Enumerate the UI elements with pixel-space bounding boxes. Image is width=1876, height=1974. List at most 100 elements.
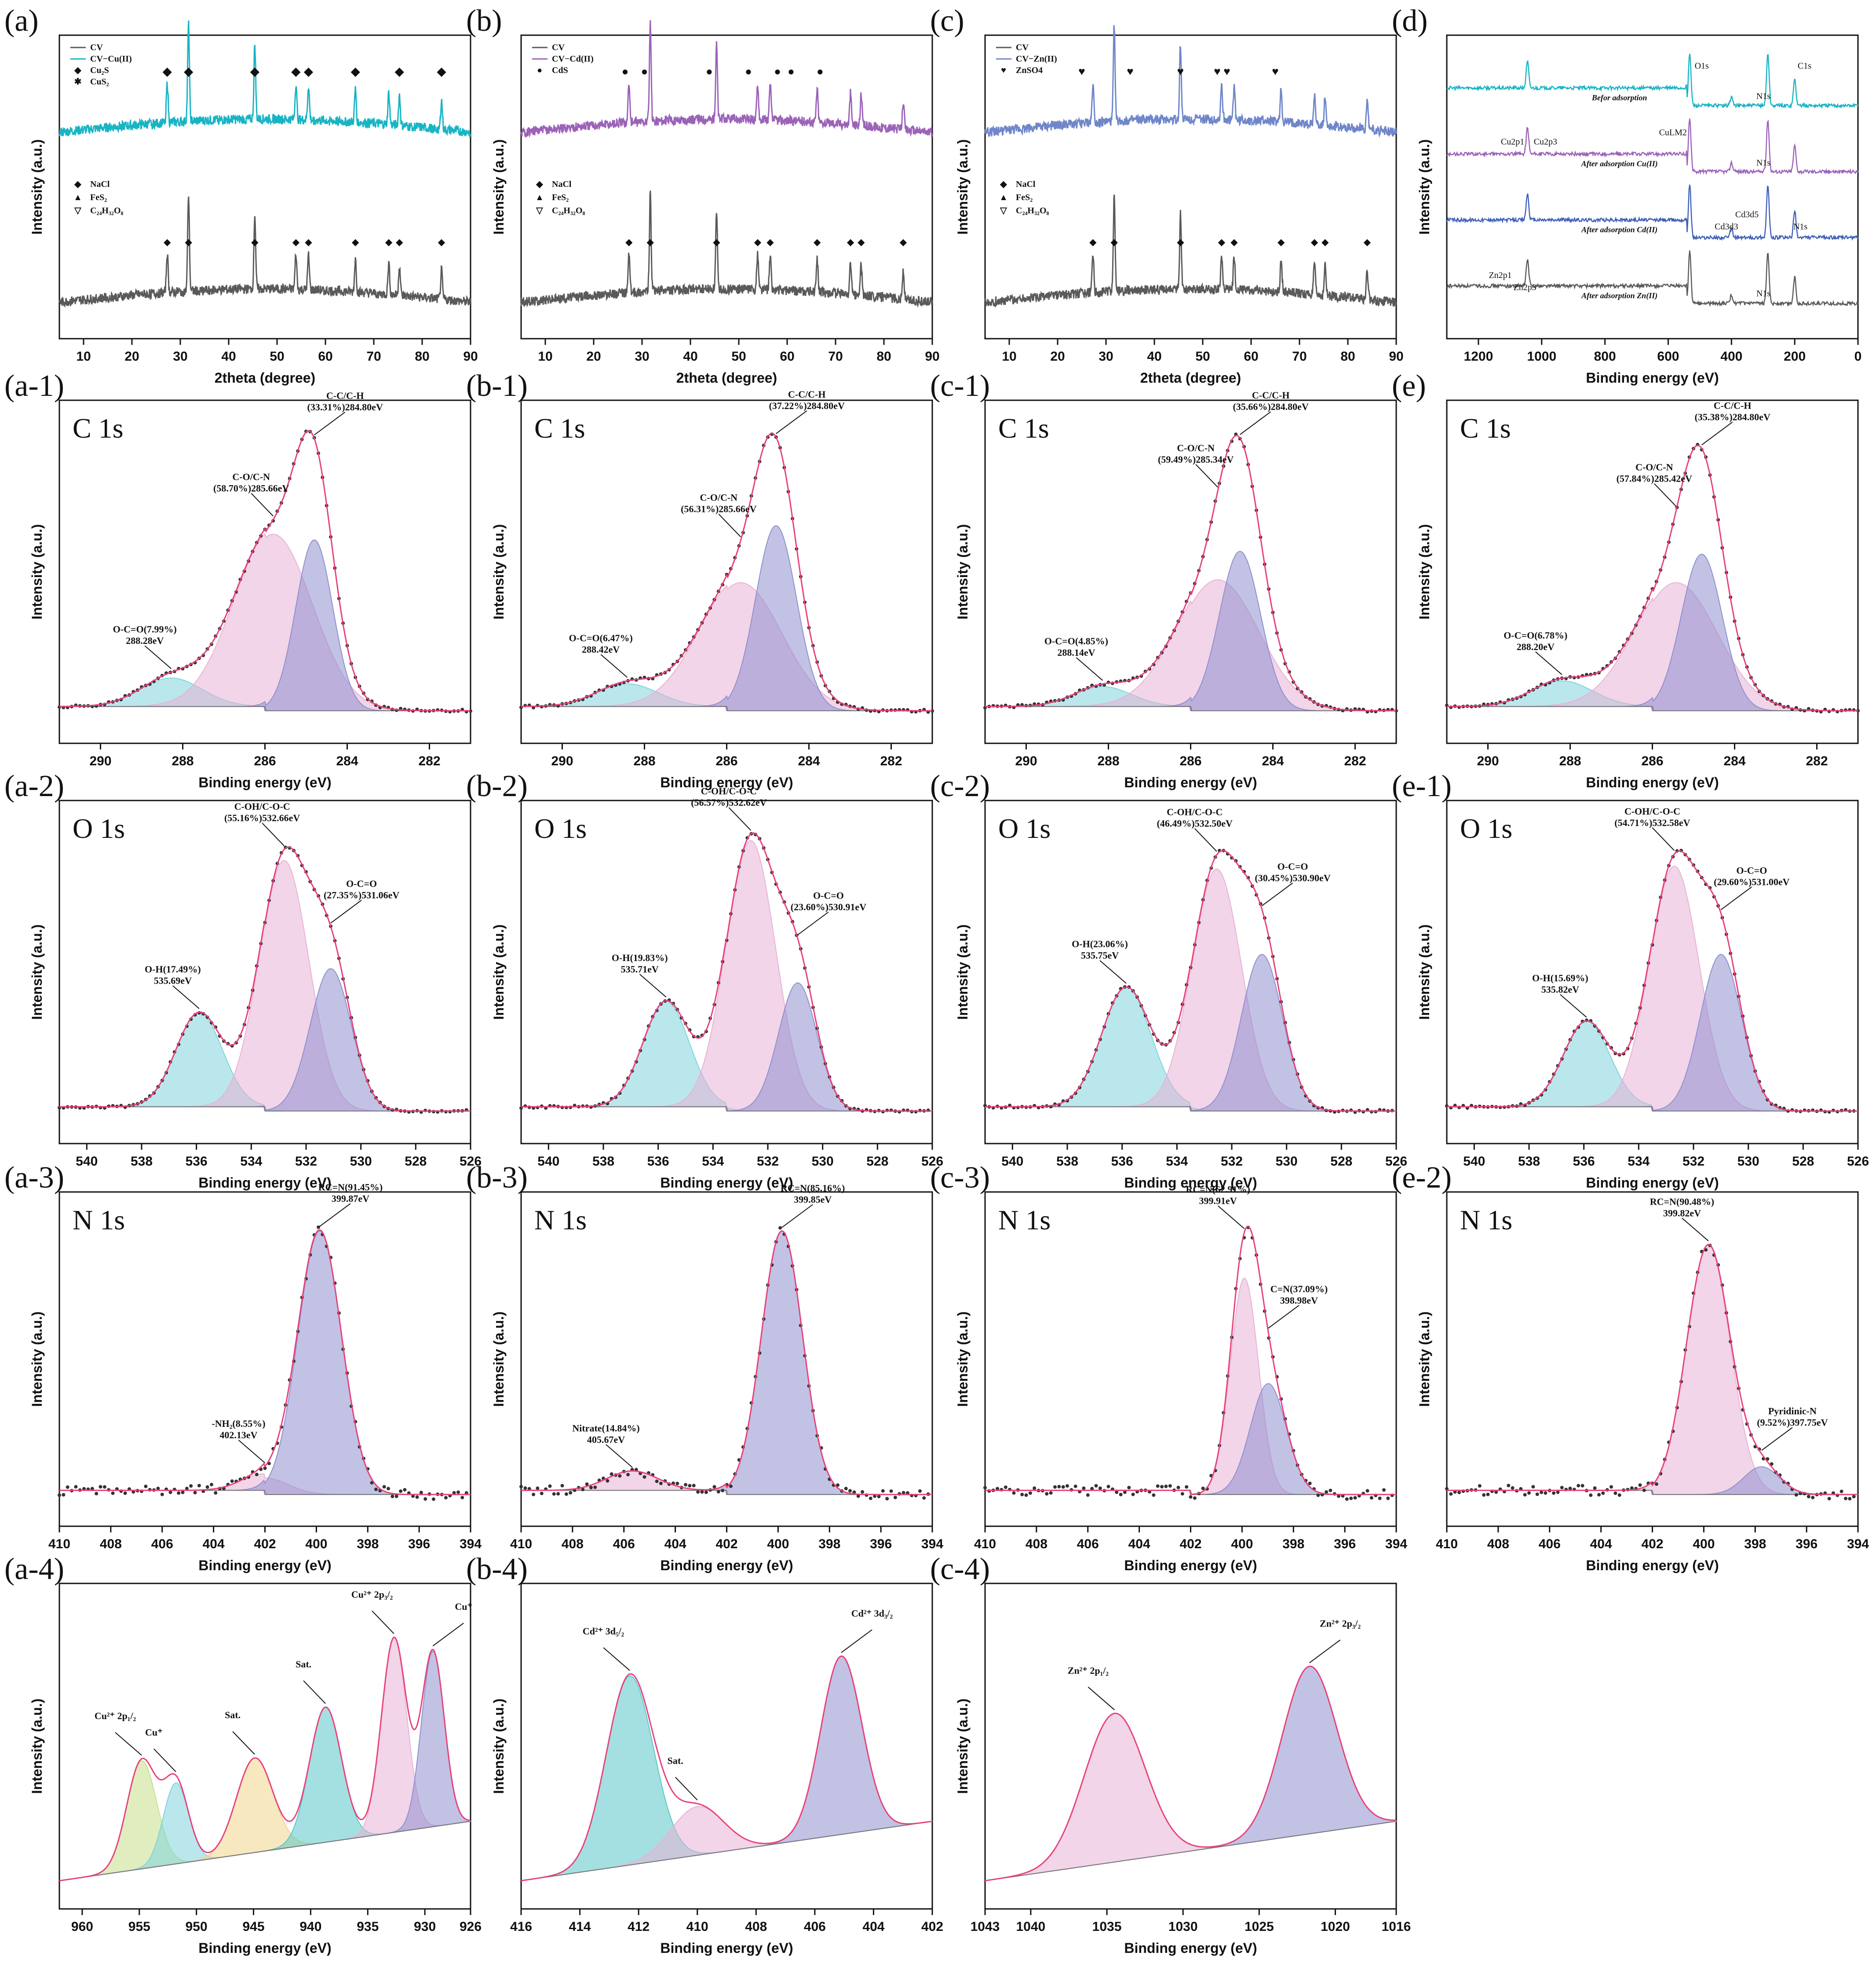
data-point xyxy=(177,1491,180,1495)
survey-series-label: After adsorption Cd(II) xyxy=(1581,225,1657,234)
xrd-peak-marker: ◆ xyxy=(625,238,633,247)
data-point xyxy=(1552,1491,1555,1495)
data-point xyxy=(444,1496,448,1499)
x-tick-label: 400 xyxy=(305,1537,327,1551)
data-point xyxy=(1057,1485,1061,1488)
x-tick-label: 926 xyxy=(460,1919,482,1934)
x-axis-label: Binding energy (eV) xyxy=(198,1557,331,1573)
legend-label: Cu₂S xyxy=(90,66,109,75)
xrd-peak-marker: ◆ xyxy=(185,238,192,247)
x-tick-label: 410 xyxy=(686,1919,708,1934)
xrd-peak-marker: ♥ xyxy=(1177,65,1184,78)
data-point xyxy=(569,1491,572,1495)
x-tick-label: 400 xyxy=(1231,1537,1253,1551)
data-point xyxy=(675,1482,679,1485)
panel-label: (c-2) xyxy=(930,769,990,803)
fit-component xyxy=(985,1384,1396,1495)
panel-title: C 1s xyxy=(1460,413,1511,444)
component-label-line: Sat. xyxy=(668,1755,683,1766)
fit-component xyxy=(1447,1245,1858,1495)
data-point xyxy=(1540,1491,1543,1494)
data-point xyxy=(1589,1493,1592,1497)
component-label-line: (37.22%)284.80eV xyxy=(769,400,845,411)
x-tick-label: 290 xyxy=(1477,754,1499,768)
component-label: Cd²⁺ 3d₅/₂ xyxy=(583,1626,624,1637)
data-point xyxy=(561,1484,564,1488)
xrd-peak-marker: ♥ xyxy=(1214,65,1220,78)
x-tick-label: 410 xyxy=(48,1537,70,1551)
background-line xyxy=(985,1821,1395,1881)
xrd-peak-marker: ● xyxy=(622,65,629,78)
panel-c-3: (c-3)410 408 406 404 402 400 398 396 394Binding … xyxy=(930,1161,1407,1573)
x-tick-label: 402 xyxy=(921,1919,943,1934)
data-point xyxy=(700,1490,704,1494)
data-point xyxy=(58,1493,61,1497)
x-tick-label: 536 xyxy=(1573,1154,1595,1169)
figure-canvas: (a)10 20 30 40 50 60 70 80 902theta (degree)Inte… xyxy=(0,0,1876,1974)
x-tick-label: 10 xyxy=(76,349,91,364)
x-tick-label: 396 xyxy=(408,1537,430,1551)
panel-label: (b-3) xyxy=(466,1161,528,1195)
x-axis-label: Binding energy (eV) xyxy=(1586,1557,1719,1573)
data-point xyxy=(1086,1493,1090,1497)
x-tick-label: 286 xyxy=(715,754,737,768)
component-label-line: RC=N(62.91%) xyxy=(1186,1184,1250,1195)
fit-component xyxy=(521,1231,932,1495)
component-label: C-O/C-N(59.49%)285.34eV xyxy=(1158,442,1234,465)
xrd-peak-marker: ◆ xyxy=(305,238,312,247)
label-leader xyxy=(320,1203,350,1226)
data-points xyxy=(1445,1244,1856,1501)
panel-label: (a-1) xyxy=(4,369,64,403)
survey-annotation: N1s xyxy=(1756,289,1770,298)
panel-label: (e-1) xyxy=(1392,769,1452,803)
xrd-peak-marker: ◆ xyxy=(1218,238,1225,247)
label-leader xyxy=(154,1749,176,1772)
xrd-peak-marker: ◆ xyxy=(766,238,774,247)
data-point xyxy=(403,1488,406,1491)
x-axis-label: Binding energy (eV) xyxy=(198,775,331,790)
xrd-peak-marker: ◆ xyxy=(396,238,403,247)
data-point xyxy=(606,1479,609,1483)
x-tick-label: 530 xyxy=(812,1154,834,1169)
label-leader xyxy=(145,646,171,669)
data-point xyxy=(1807,1495,1810,1499)
component-label: RC=N(91.45%)399.87eV xyxy=(318,1181,383,1204)
panel-label: (a-4) xyxy=(4,1552,64,1586)
data-point xyxy=(230,1479,234,1483)
data-point xyxy=(1378,1497,1382,1500)
survey-annotation: N1s xyxy=(1793,222,1807,232)
panel-b-1: (b-1)290 288 286 284 282Binding energy (eV)I… xyxy=(466,369,934,790)
data-point xyxy=(548,1484,552,1488)
data-point xyxy=(99,1485,102,1488)
x-tick-label: 50 xyxy=(1195,349,1210,364)
data-point xyxy=(1025,1493,1028,1497)
data-point xyxy=(877,1495,881,1498)
x-tick-label: 528 xyxy=(866,1154,888,1169)
component-label-line: (57.84%)285.42eV xyxy=(1617,473,1692,484)
xrd-peak-marker: ◆ xyxy=(1363,238,1371,247)
x-tick-label: 534 xyxy=(1166,1154,1188,1169)
xrd-peak-marker: ◆ xyxy=(292,238,299,247)
xrd-peak-marker: ◆ xyxy=(646,238,654,247)
component-label-line: RC=N(90.48%) xyxy=(1650,1196,1714,1207)
label-leader xyxy=(1762,1428,1792,1451)
data-point xyxy=(626,1473,630,1477)
x-tick-label: 30 xyxy=(635,349,649,364)
data-points xyxy=(519,1226,930,1501)
component-label-line: Zn²⁺ 2p₁/₂ xyxy=(1068,1665,1109,1676)
component-label: -NH₂(8.55%)402.13eV xyxy=(212,1418,265,1440)
x-tick-label: 50 xyxy=(270,349,284,364)
component-label-line: (54.71%)532.58eV xyxy=(1614,817,1690,828)
xrd-peak-marker: ● xyxy=(788,65,795,78)
label-leader xyxy=(1262,883,1293,906)
x-axis-label: 2theta (degree) xyxy=(215,370,315,386)
label-leader xyxy=(1195,829,1217,852)
x-tick-label: 398 xyxy=(1282,1537,1304,1551)
component-label-line: (35.66%)284.80eV xyxy=(1233,401,1309,412)
survey-annotation: CuLM2 xyxy=(1659,128,1687,138)
plot-frame xyxy=(985,1192,1396,1526)
x-tick-label: 534 xyxy=(1628,1154,1650,1169)
data-point xyxy=(189,1484,193,1488)
x-tick-label: 800 xyxy=(1594,349,1616,364)
x-tick-label: 530 xyxy=(1737,1154,1759,1169)
